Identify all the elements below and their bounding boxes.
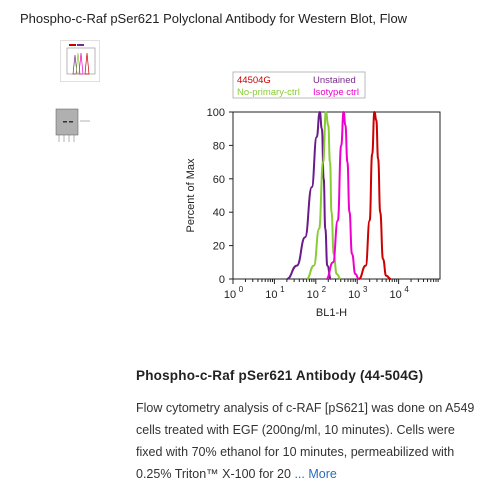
x-tick-label: 10 [224, 289, 236, 301]
y-tick-label: 60 [213, 174, 225, 186]
western-blot-thumbnail[interactable] [51, 104, 95, 144]
x-tick-label: 10 [307, 289, 319, 301]
page-title: Phospho-c-Raf pSer621 Polyclonal Antibod… [20, 11, 408, 26]
caption-text: Flow cytometry analysis of c-RAF [pS621]… [136, 397, 481, 485]
more-prefix: ... [294, 467, 305, 481]
series-line [286, 111, 332, 280]
caption: Phospho-c-Raf pSer621 Antibody (44-504G)… [136, 368, 481, 485]
x-tick-label: 10 [389, 289, 401, 301]
more-link[interactable]: ... More [294, 467, 336, 481]
plot-frame [232, 111, 441, 280]
chart-svg: 44504G Unstained No-primary-ctrl Isotype ct… [185, 71, 441, 319]
y-tick-label: 0 [219, 274, 225, 286]
legend-box [232, 71, 366, 99]
x-tick-label: 10 [265, 289, 277, 301]
legend-entry: Unstained [313, 75, 356, 86]
y-tick-label: 40 [213, 207, 225, 219]
legend-entry: 44504G [237, 75, 271, 86]
series-line [325, 111, 360, 280]
caption-body: Flow cytometry analysis of c-RAF [pS621]… [136, 401, 475, 481]
caption-title: Phospho-c-Raf pSer621 Antibody (44-504G) [136, 368, 424, 383]
series-line [358, 111, 392, 280]
legend-entry: No-primary-ctrl [237, 87, 300, 98]
y-tick-label: 80 [213, 140, 225, 152]
western-blot-mini-icon [51, 104, 95, 144]
flow-cytometry-thumbnail[interactable] [60, 40, 100, 82]
x-axis: 10 0 10 1 10 2 10 3 10 4 [224, 279, 439, 301]
x-tick-label: 10 [348, 289, 360, 301]
more-label: More [308, 467, 337, 481]
chart-legend: 44504G Unstained No-primary-ctrl Isotype ct… [232, 71, 366, 99]
y-tick-label: 100 [207, 107, 225, 119]
x-axis-label: BL1-H [316, 307, 347, 319]
x-tick-exponent: 0 [239, 285, 244, 294]
series-layer [286, 111, 392, 280]
flow-cytometry-chart: 44504G Unstained No-primary-ctrl Isotype ct… [180, 68, 445, 330]
x-tick-exponent: 1 [280, 285, 285, 294]
legend-entry: Isotype ctrl [313, 87, 359, 98]
x-tick-exponent: 3 [363, 285, 368, 294]
y-tick-label: 20 [213, 241, 225, 253]
y-axis-label: Percent of Max [185, 158, 197, 232]
y-axis: 0 20 40 60 80 100 [207, 107, 233, 286]
flow-histogram-mini-icon [61, 41, 99, 81]
x-tick-exponent: 4 [404, 285, 409, 294]
x-tick-exponent: 2 [322, 285, 327, 294]
